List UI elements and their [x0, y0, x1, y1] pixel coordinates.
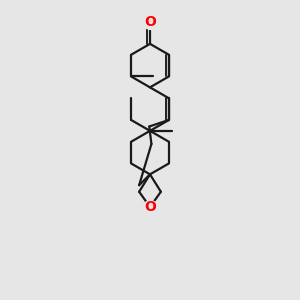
Text: O: O — [144, 15, 156, 29]
Text: O: O — [144, 200, 156, 214]
